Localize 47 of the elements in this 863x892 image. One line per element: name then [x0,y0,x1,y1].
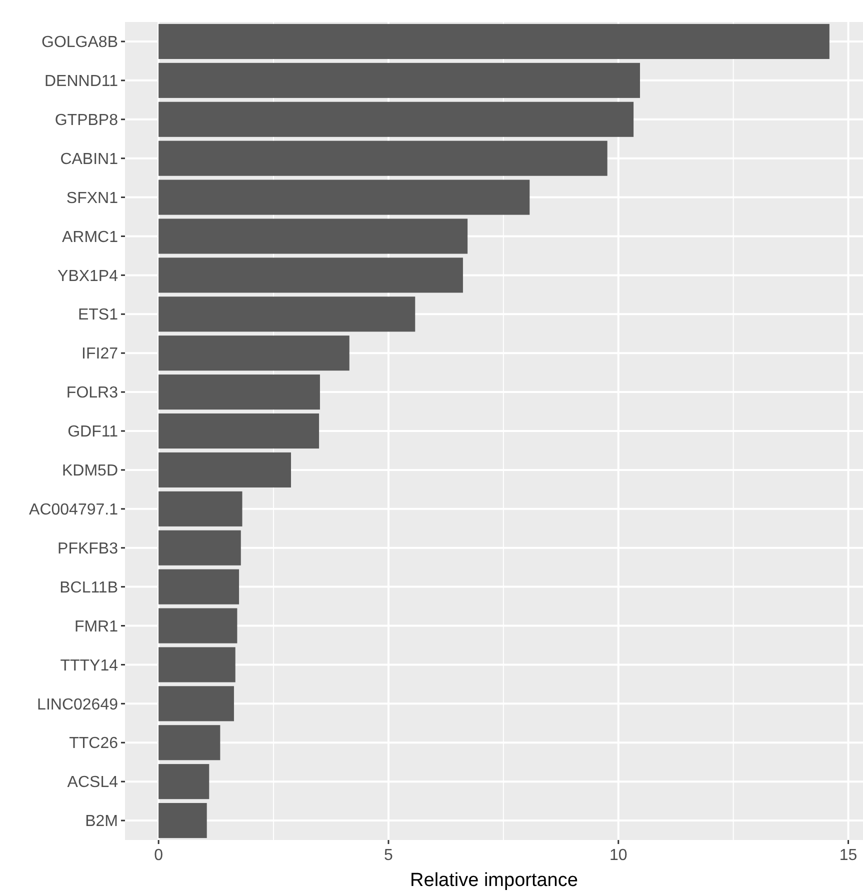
y-tick-label: CABIN1 [60,150,118,168]
bar [158,374,320,410]
bar [158,802,207,838]
bar [158,452,291,488]
bar [158,725,220,760]
bar [158,491,242,526]
y-tick-label: IFI27 [82,346,118,363]
x-tick-label: 15 [839,847,858,864]
y-tick-label: FOLR3 [66,384,118,402]
y-tick-label: YBX1P4 [58,268,118,285]
bar [158,686,234,722]
y-tick-label: ACSL4 [67,774,118,792]
y-tick-label: AC004797.1 [29,502,118,519]
bar [158,218,468,254]
y-tick-label: BCL11B [60,579,118,596]
x-tick-label: 0 [154,847,164,864]
bar [158,569,240,604]
x-tick-label: 5 [384,847,394,864]
y-tick-label: LINC02649 [37,696,118,714]
bar [158,336,350,371]
y-tick-label: ARMC1 [62,228,118,246]
bar [158,413,320,449]
y-tick-label: GOLGA8B [42,34,118,52]
y-tick-label: ETS1 [78,306,118,324]
y-tick-label: SFXN1 [66,190,118,207]
bar [158,764,210,800]
bar [158,647,236,682]
bar [158,140,608,176]
bar [158,608,238,644]
bar [158,296,416,332]
y-tick-label: FMR1 [74,618,118,636]
y-tick-label: TTC26 [69,735,118,752]
bar [158,24,830,60]
bar [158,102,634,137]
y-tick-label: DENND11 [44,73,118,90]
bar [158,258,463,293]
x-axis-title: Relative importance [410,870,578,891]
bar [158,62,640,98]
y-tick-label: GDF11 [68,424,118,441]
x-tick-label: 10 [609,847,628,864]
y-tick-label: PFKFB3 [58,540,118,558]
bar [158,180,530,215]
bar [158,530,241,566]
y-tick-label: GTPBP8 [54,112,118,129]
y-tick-label: TTTY14 [60,657,118,674]
y-tick-label: KDM5D [62,462,118,480]
y-tick-label: B2M [85,813,118,830]
